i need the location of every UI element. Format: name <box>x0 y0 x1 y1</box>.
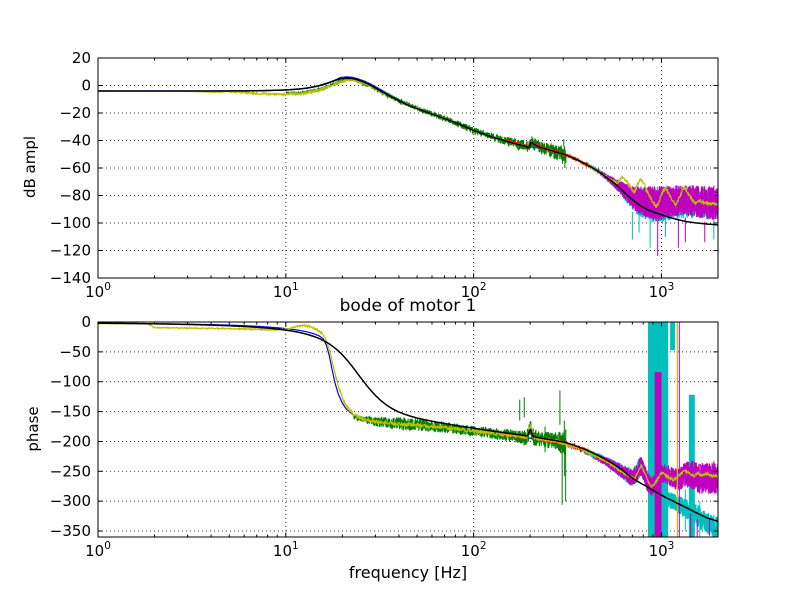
subplot-phase: 100 101 102 103 0 −50 −100 −150 −200 −250 −300 −350 <box>50 313 719 560</box>
x-tick-label: 102 <box>461 540 487 560</box>
series-group-amplitude <box>98 76 718 256</box>
x-tick-label: 100 <box>85 540 111 560</box>
axes-frame-amplitude <box>97 57 719 279</box>
x-axis-label: frequency [Hz] <box>348 563 468 582</box>
y-tick-label: −350 <box>50 522 91 540</box>
y-tick-label: −20 <box>59 104 91 122</box>
x-tick-label: 103 <box>649 281 675 301</box>
x-tick-label: 101 <box>273 281 299 301</box>
series-meas-green-amplitude <box>285 77 567 168</box>
y-tick-label: −40 <box>59 132 91 150</box>
y-tick-label: −300 <box>50 492 91 510</box>
series-model-black-phase <box>98 322 718 523</box>
y-axis-label-phase: phase <box>24 406 42 452</box>
series-fit-yellow-phase <box>98 322 718 537</box>
series-group-phase <box>98 322 718 537</box>
chart-title: bode of motor 1 <box>339 296 477 316</box>
y-tick-label: 0 <box>81 77 91 95</box>
y-tick-label: −80 <box>59 187 91 205</box>
axes-frame-phase <box>97 321 719 538</box>
y-tick-label: −120 <box>50 242 91 260</box>
subplot-amplitude: 100 101 102 103 20 0 −20 −40 −60 −80 −100 −120 −140 <box>50 49 719 301</box>
x-tick-label: 103 <box>649 540 675 560</box>
series-model-black-amplitude <box>98 77 718 226</box>
y-tick-label: −100 <box>50 373 91 391</box>
y-tick-label: −140 <box>50 269 91 287</box>
tick-labels-amplitude: 100 101 102 103 20 0 −20 −40 −60 −80 −100 −120 −140 <box>50 49 675 301</box>
series-meas-green-phase <box>353 390 567 505</box>
x-tick-label: 102 <box>461 281 487 301</box>
series-meas-blue-phase <box>98 322 606 464</box>
tick-labels-phase: 100 101 102 103 0 −50 −100 −150 −200 −250 −300 −350 <box>50 313 675 560</box>
series-band-meas-magenta <box>654 372 662 537</box>
series-band-meas-cyan <box>670 322 675 351</box>
y-tick-label: −50 <box>59 343 91 361</box>
y-tick-label: −100 <box>50 214 91 232</box>
series-meas-magenta-amplitude <box>597 167 718 256</box>
x-tick-label: 101 <box>273 540 299 560</box>
y-axis-label-amplitude: dB ampl <box>21 135 39 199</box>
y-tick-label: −200 <box>50 432 91 450</box>
y-tick-label: 20 <box>72 49 91 67</box>
ticks-phase <box>97 321 719 537</box>
x-tick-label: 100 <box>85 281 111 301</box>
y-tick-label: −60 <box>59 159 91 177</box>
y-tick-label: 0 <box>81 313 91 331</box>
grid-phase <box>98 322 718 537</box>
y-tick-label: −250 <box>50 462 91 480</box>
series-meas-magenta-phase <box>595 322 718 537</box>
y-tick-label: −150 <box>50 403 91 421</box>
